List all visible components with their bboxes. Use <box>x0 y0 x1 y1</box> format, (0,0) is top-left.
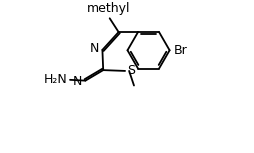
Text: S: S <box>126 64 134 77</box>
Text: Br: Br <box>173 44 187 57</box>
Text: methyl: methyl <box>86 2 130 15</box>
Text: H₂N: H₂N <box>44 73 67 86</box>
Text: N: N <box>89 42 99 55</box>
Text: N: N <box>73 75 82 88</box>
